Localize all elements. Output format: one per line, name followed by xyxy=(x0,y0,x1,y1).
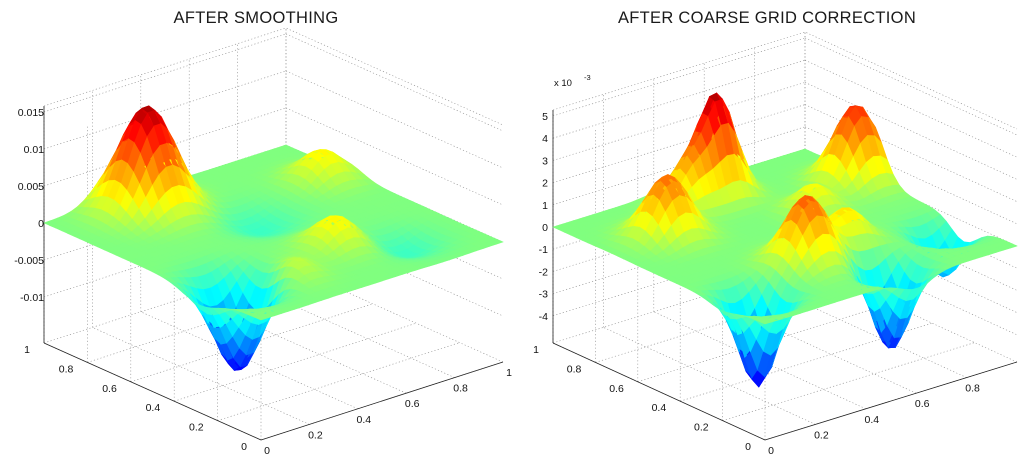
z-tick-label: -2 xyxy=(539,266,548,278)
z-tick-label: -4 xyxy=(539,311,548,323)
y-tick-label: 0.6 xyxy=(609,383,624,395)
z-tick-label: -0.005 xyxy=(14,255,44,267)
z-tick-label: 2 xyxy=(542,178,548,190)
surface-plot-after-smoothing: AFTER SMOOTHING 0.015 0.01 0.005 0 -0.005 -0.… xyxy=(14,9,512,454)
y-tick-label: 0.8 xyxy=(567,363,582,375)
surface-plot-canvas: 5 4 3 2 1 0 -1 -2 -3 -4 x 10 -3 0 0.2 0.4 0.6 0.8 1 0 0.2 0.… xyxy=(533,31,1018,454)
y-tick-label: 0.4 xyxy=(146,402,161,414)
z-tick-label: 3 xyxy=(542,155,548,167)
x-tick-label: 0.8 xyxy=(453,383,468,395)
y-tick-label: 0.2 xyxy=(694,422,709,434)
x-tick-label: 0.4 xyxy=(356,414,371,426)
z-tick-label: 0.015 xyxy=(18,107,44,119)
y-tick-label: 0 xyxy=(745,441,751,453)
z-exponent-power: -3 xyxy=(584,73,591,82)
axes xyxy=(43,106,504,441)
z-tick-label: 0 xyxy=(38,218,44,230)
y-tick-label: 1 xyxy=(533,344,539,356)
axes xyxy=(552,110,1018,441)
chart-title: AFTER SMOOTHING xyxy=(173,9,339,27)
chart-title: AFTER COARSE GRID CORRECTION xyxy=(617,9,917,27)
y-tick-label: 0.8 xyxy=(59,363,74,375)
z-tick-label: 0.01 xyxy=(24,144,45,156)
x-tick-label: 0.8 xyxy=(965,383,980,395)
z-tick-label: 0.005 xyxy=(18,181,44,193)
surface-plot-canvas: 0.015 0.01 0.005 0 -0.005 -0.01 0 0.2 0.4 0.6 0.8 1… xyxy=(14,27,512,454)
z-tick-label: 0 xyxy=(542,222,548,234)
y-tick-label: 0.4 xyxy=(652,402,667,414)
z-tick-label: -1 xyxy=(539,244,548,256)
y-tick-label: 0 xyxy=(241,441,247,453)
y-tick-label: 0.2 xyxy=(189,422,204,434)
z-tick-label: 5 xyxy=(542,111,548,123)
x-tick-label: 0.6 xyxy=(915,398,930,410)
z-tick-label: 1 xyxy=(542,200,548,212)
z-exponent-label: x 10 xyxy=(554,78,572,89)
x-tick-label: 0.2 xyxy=(308,429,323,441)
x-tick-label: 0.2 xyxy=(814,429,829,441)
x-tick-label: 1 xyxy=(506,367,512,379)
surface-mesh xyxy=(552,92,1018,388)
x-tick-label: 0 xyxy=(264,445,270,454)
y-tick-label: 0.6 xyxy=(102,383,117,395)
z-tick-label: -3 xyxy=(539,289,548,301)
x-tick-label: 0.4 xyxy=(864,414,879,426)
surface-plot-after-coarse-grid-correction: AFTER COARSE GRID CORRECTION 5 4 3 2 1 0 -1 -2 -… xyxy=(512,0,1023,454)
z-tick-label: 4 xyxy=(542,133,548,145)
x-tick-label: 0 xyxy=(768,445,774,454)
z-tick-label: -0.01 xyxy=(20,292,44,304)
surface-mesh xyxy=(43,105,504,371)
y-tick-label: 1 xyxy=(24,344,30,356)
x-tick-label: 0.6 xyxy=(405,398,420,410)
